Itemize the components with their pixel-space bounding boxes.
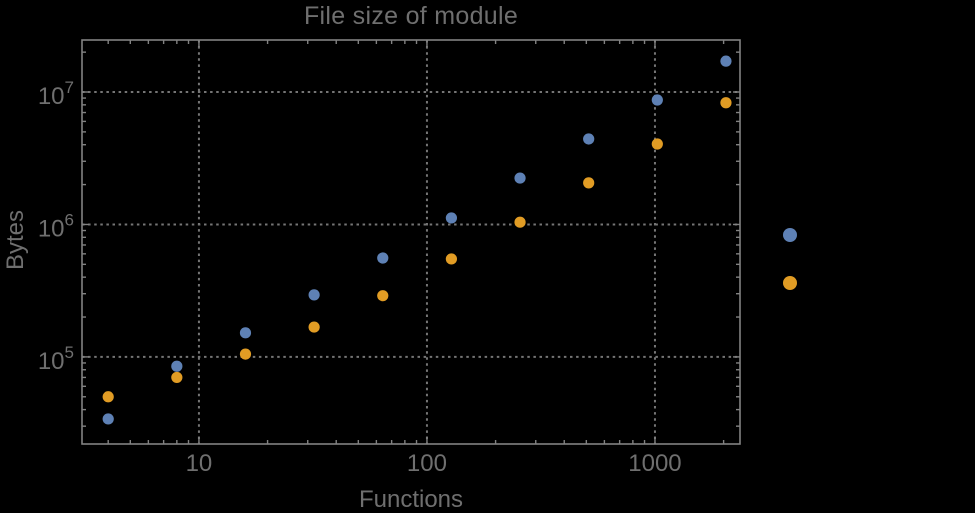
point-series-1-blue — [102, 413, 114, 425]
plot-frame — [81, 39, 741, 445]
point-series-2-orange — [651, 138, 663, 150]
point-series-2-orange — [171, 371, 183, 384]
point-series-2-orange — [377, 290, 389, 302]
x-axis-label: Functions — [358, 486, 464, 513]
point-series-2-orange — [239, 348, 252, 360]
point-series-2-orange — [308, 321, 320, 333]
point-series-2-orange — [720, 97, 732, 109]
chart-title: File size of module — [303, 2, 519, 30]
point-series-2-orange — [445, 253, 458, 265]
point-series-1-blue — [171, 360, 183, 372]
y-tick-label: 105 — [38, 343, 74, 375]
point-series-1-blue — [583, 133, 595, 145]
x-tick-label: 10 — [186, 450, 213, 477]
point-series-2-orange — [102, 391, 114, 403]
point-series-1-blue — [651, 94, 663, 106]
x-tick-label: 100 — [407, 450, 447, 477]
point-series-2-orange — [514, 216, 526, 228]
point-series-1-blue — [239, 327, 252, 339]
point-series-1-blue — [308, 289, 320, 301]
point-series-1-blue — [720, 55, 732, 67]
point-series-2-orange — [583, 177, 595, 189]
y-axis-label: Bytes — [2, 209, 29, 271]
y-tick-label: 106 — [38, 210, 74, 242]
y-tick-label: 107 — [38, 78, 74, 110]
legend-marker-1 — [783, 228, 797, 242]
point-series-1-blue — [514, 172, 526, 184]
legend-marker-2 — [783, 276, 797, 290]
x-tick-label: 1000 — [628, 450, 681, 477]
point-series-1-blue — [377, 252, 389, 264]
point-series-1-blue — [445, 212, 458, 224]
